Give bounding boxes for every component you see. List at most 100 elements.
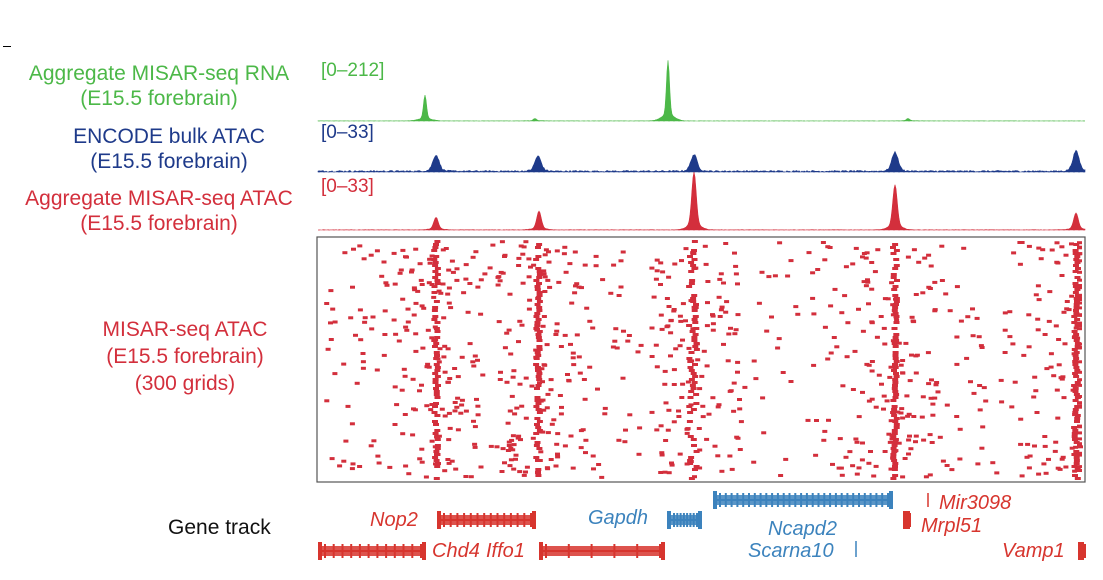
heatmap-column-cell [1072, 429, 1079, 432]
heatmap-dot [909, 353, 914, 357]
heatmap-dot [351, 247, 356, 251]
heatmap-dot [434, 453, 439, 456]
heatmap-dot [1062, 342, 1068, 346]
heatmap-dot [561, 252, 567, 256]
heatmap-dot [1051, 374, 1057, 378]
heatmap-dot [813, 453, 819, 457]
heatmap-dot [680, 338, 685, 342]
atac-heatmap [324, 240, 1083, 480]
heatmap-dot [775, 346, 781, 350]
heatmap-dot [734, 435, 740, 439]
gene-model-vamp1 [1078, 542, 1086, 560]
heatmap-column-cell [688, 378, 695, 381]
heatmap-dot [1047, 290, 1053, 294]
heatmap-dot [723, 310, 729, 314]
heatmap-dot [1049, 248, 1055, 252]
heatmap-column-cell [690, 372, 697, 375]
heatmap-dot [429, 439, 435, 443]
heatmap-dot [608, 291, 614, 295]
heatmap-dot [442, 469, 448, 473]
heatmap-dot [454, 267, 460, 271]
heatmap-column-cell [534, 285, 541, 288]
heatmap-dot [439, 407, 445, 411]
heatmap-dot [649, 355, 655, 358]
heatmap-dot [913, 434, 919, 438]
heatmap-dot [517, 319, 523, 323]
heatmap-dot [666, 408, 672, 412]
heatmap-dot [362, 320, 368, 324]
heatmap-dot [788, 259, 794, 263]
heatmap-dot [699, 374, 705, 378]
heatmap-column-cell [690, 438, 697, 441]
heatmap-column-cell [693, 393, 700, 396]
heatmap-dot [1060, 375, 1066, 379]
heatmap-dot [815, 268, 821, 271]
heatmap-dot [998, 378, 1004, 382]
heatmap-dot [888, 419, 894, 423]
heatmap-dot [891, 452, 897, 456]
heatmap-column-cell [1072, 363, 1079, 366]
heatmap-dot [1032, 444, 1037, 448]
atac-label-line2: (E15.5 forebrain) [80, 212, 238, 235]
heatmap-column-cell [534, 324, 541, 327]
atac-label-line1: Aggregate MISAR-seq ATAC [25, 187, 293, 210]
heatmap-dot [1077, 465, 1082, 469]
heatmap-dot [932, 280, 938, 284]
heatmap-dot [662, 369, 668, 373]
heatmap-dot [717, 315, 723, 318]
heatmap-column-cell [1072, 408, 1079, 411]
heatmap-column-cell [891, 342, 898, 345]
heatmap-dot [971, 391, 977, 395]
heatmap-dot [405, 307, 411, 311]
heatmap-column-cell [893, 375, 900, 378]
heatmap-dot [923, 475, 929, 479]
heatmap-dot [1063, 253, 1069, 257]
heatmap-dot [450, 270, 456, 274]
heatmap-dot [890, 303, 896, 307]
heatmap-dot [526, 275, 532, 279]
heatmap-dot [869, 287, 875, 291]
heatmap-column-cell [687, 396, 694, 399]
heatmap-dot [1059, 457, 1065, 461]
heatmap-column-cell [1073, 459, 1080, 462]
heatmap-dot [653, 343, 659, 347]
heatmap-dot [581, 378, 587, 381]
heatmap-dot [362, 316, 368, 320]
heatmap-dot [482, 272, 488, 276]
heatmap-dot [1036, 298, 1042, 302]
heatmap-dot [455, 375, 461, 379]
heatmap-dot [446, 301, 452, 305]
heatmap-dot [832, 287, 838, 291]
bulk-atac-track [317, 149, 1086, 173]
heatmap-column-cell [687, 255, 693, 258]
heatmap-column-cell [434, 354, 440, 357]
heatmap-dot [930, 413, 936, 417]
heatmap-dot [553, 464, 559, 468]
heatmap-dot [916, 260, 922, 264]
heatmap-dot [826, 418, 831, 422]
heatmap-dot [396, 339, 402, 343]
heatmap-dot [1019, 474, 1025, 478]
heatmap-dot [898, 363, 904, 367]
heatmap-column-cell [534, 288, 541, 291]
heatmap-label-line1: MISAR-seq ATAC [102, 318, 268, 341]
heatmap-dot [623, 428, 628, 432]
heatmap-dot [427, 261, 433, 265]
heatmap-dot [436, 434, 442, 438]
heatmap-dot [854, 472, 860, 476]
heatmap-dot [761, 431, 767, 435]
heatmap-column-cell [892, 336, 899, 339]
heatmap-column-cell [1072, 282, 1079, 285]
heatmap-dot [614, 346, 620, 350]
heatmap-dot [618, 285, 624, 289]
heatmap-dot [822, 325, 828, 329]
heatmap-dot [507, 409, 513, 413]
heatmap-dot [392, 282, 398, 286]
heatmap-column-cell [690, 297, 697, 300]
heatmap-column-cell [533, 432, 540, 435]
heatmap-dot [382, 309, 388, 313]
heatmap-dot [727, 454, 733, 458]
heatmap-dot [568, 434, 574, 438]
heatmap-dot [541, 272, 547, 276]
heatmap-dot [1036, 246, 1042, 250]
